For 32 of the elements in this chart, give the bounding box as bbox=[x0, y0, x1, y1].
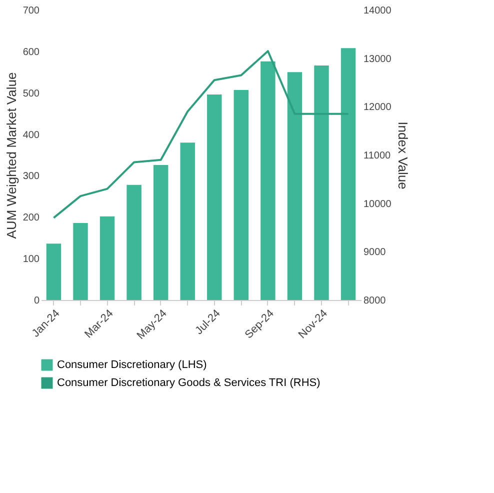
legend-label: Consumer Discretionary (LHS) bbox=[57, 359, 207, 371]
y2-tick-label: 14000 bbox=[364, 6, 392, 16]
legend-label: Consumer Discretionary Goods & Services TRI (RHS) bbox=[57, 377, 320, 389]
y2-tick-label: 11000 bbox=[364, 150, 392, 162]
y-tick-label: 700 bbox=[22, 6, 40, 16]
y2-tick-label: 10000 bbox=[364, 198, 392, 210]
y-tick-label: 600 bbox=[22, 46, 40, 58]
bar bbox=[234, 90, 249, 300]
y2-tick-label: 13000 bbox=[364, 54, 392, 65]
bar bbox=[287, 72, 302, 300]
line-series bbox=[52, 50, 350, 219]
y-tick-label: 100 bbox=[22, 254, 40, 266]
y-tick-label: 0 bbox=[34, 296, 40, 306]
bar bbox=[314, 66, 329, 300]
bar bbox=[207, 94, 222, 300]
y-tick-label: 400 bbox=[22, 130, 40, 141]
bar bbox=[126, 184, 142, 300]
y-tick-label: 200 bbox=[22, 212, 40, 224]
bar bbox=[153, 164, 168, 300]
bar bbox=[100, 216, 115, 300]
y2-tick-label: 9000 bbox=[364, 247, 386, 258]
y-tick-label: 300 bbox=[22, 171, 40, 182]
y-tick-label: 500 bbox=[22, 88, 40, 100]
y2-tick-label: 8000 bbox=[364, 296, 386, 306]
y2-axis-title: Index Value bbox=[395, 122, 410, 190]
y-axis-title: AUM Weighted Market Value bbox=[4, 72, 19, 239]
bar bbox=[46, 244, 62, 300]
y2-tick-label: 12000 bbox=[364, 102, 392, 114]
bar bbox=[73, 222, 88, 300]
bar bbox=[180, 142, 195, 300]
bar bbox=[340, 48, 356, 300]
bar bbox=[260, 61, 276, 300]
